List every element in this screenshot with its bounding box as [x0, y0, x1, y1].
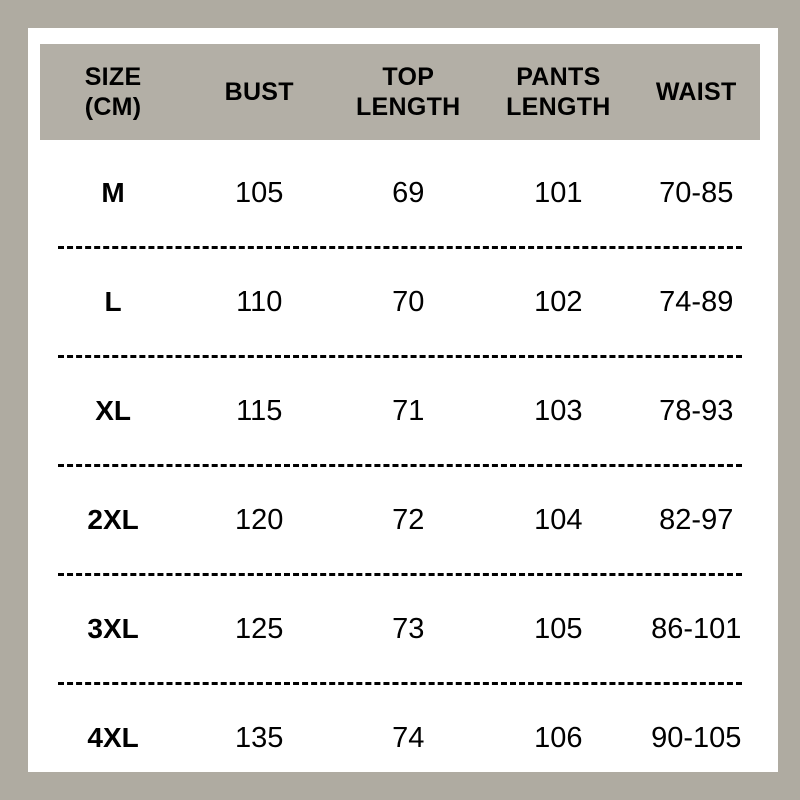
cell-waist: 90-105	[651, 721, 742, 754]
cell-waist: 82-97	[659, 503, 734, 536]
cell-bust: 135	[235, 721, 284, 754]
table-row: L 110 70 102 74-89	[40, 249, 760, 355]
size-chart-card: SIZE (CM) BUST TOP LENGTH PANTS LENGTH W…	[28, 28, 778, 772]
table-row: XL 115 71 103 78-93	[40, 358, 760, 464]
size-chart-header-row: SIZE (CM) BUST TOP LENGTH PANTS LENGTH W…	[40, 44, 760, 140]
column-header-size: SIZE (CM)	[40, 44, 186, 140]
cell-pants-length: 106	[534, 721, 583, 754]
cell-bust: 125	[235, 612, 284, 645]
column-header-pants-length: PANTS LENGTH	[484, 44, 632, 140]
cell-pants-length: 105	[534, 612, 583, 645]
column-header-bust: BUST	[186, 44, 332, 140]
row-separator	[58, 464, 742, 467]
cell-size: 3XL	[87, 613, 139, 644]
cell-top-length: 72	[392, 503, 425, 536]
cell-waist: 86-101	[651, 612, 742, 645]
row-separator	[58, 573, 742, 576]
column-header-pants-length-line1: PANTS	[516, 63, 601, 91]
cell-size: XL	[95, 395, 131, 426]
column-header-top-length: TOP LENGTH	[332, 44, 484, 140]
cell-size: 4XL	[87, 722, 139, 753]
column-header-top-length-line2: LENGTH	[355, 93, 461, 121]
column-header-top-length-line1: TOP	[382, 63, 435, 91]
cell-size: L	[104, 286, 122, 317]
cell-bust: 115	[236, 394, 283, 427]
column-header-size-line2: (CM)	[84, 93, 142, 121]
table-row: M 105 69 101 70-85	[40, 140, 760, 246]
cell-top-length: 71	[392, 394, 425, 427]
cell-top-length: 70	[392, 285, 425, 318]
cell-top-length: 74	[392, 721, 425, 754]
table-row: 3XL 125 73 105 86-101	[40, 576, 760, 682]
column-header-waist-label: WAIST	[655, 78, 737, 106]
cell-size: 2XL	[87, 504, 139, 535]
cell-top-length: 73	[392, 612, 425, 645]
column-header-pants-length-line2: LENGTH	[506, 93, 611, 121]
column-header-bust-label: BUST	[224, 78, 294, 106]
cell-top-length: 69	[392, 176, 425, 209]
table-row: 4XL 135 74 106 90-105	[40, 685, 760, 772]
cell-bust: 105	[235, 176, 284, 209]
cell-waist: 70-85	[659, 176, 734, 209]
cell-waist: 74-89	[659, 285, 734, 318]
column-header-waist: WAIST	[633, 44, 760, 140]
row-separator	[58, 682, 742, 685]
cell-pants-length: 103	[534, 394, 583, 427]
row-separator	[58, 355, 742, 358]
cell-pants-length: 104	[534, 503, 583, 536]
table-row: 2XL 120 72 104 82-97	[40, 467, 760, 573]
cell-bust: 120	[235, 503, 284, 536]
cell-size: M	[101, 177, 125, 208]
cell-bust: 110	[236, 285, 283, 318]
cell-waist: 78-93	[659, 394, 734, 427]
size-chart-body: M 105 69 101 70-85 L 110 70 102 74-89 XL…	[40, 140, 760, 772]
cell-pants-length: 101	[534, 176, 583, 209]
row-separator	[58, 246, 742, 249]
cell-pants-length: 102	[534, 285, 583, 318]
column-header-size-line1: SIZE	[84, 63, 142, 91]
